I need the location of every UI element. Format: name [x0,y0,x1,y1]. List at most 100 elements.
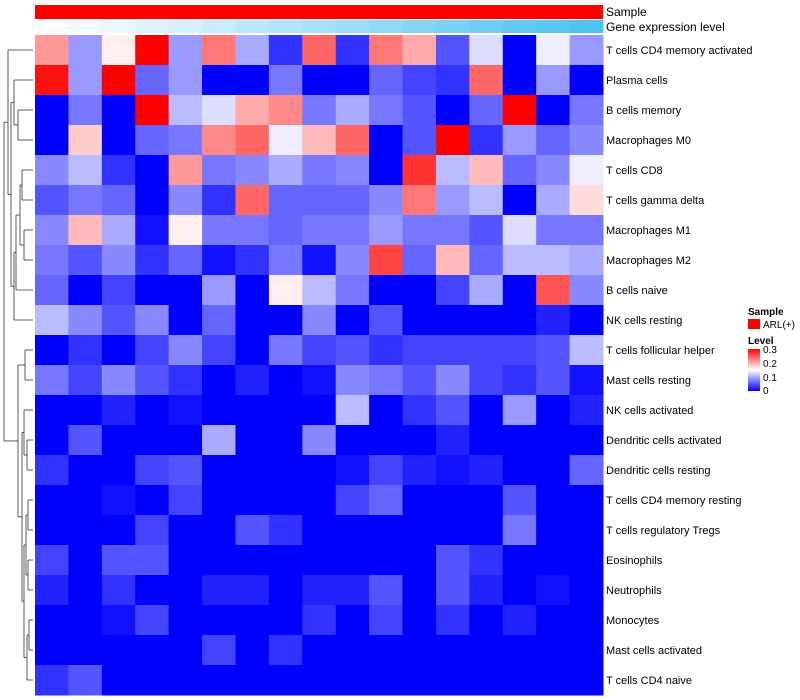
heatmap-cell [435,605,470,636]
heatmap-cell [235,365,270,396]
row-label: T cells CD4 memory activated [606,45,753,57]
row-label: T cells regulatory Tregs [606,525,721,537]
heatmap-cell [335,605,370,636]
heatmap-cell [235,125,270,156]
heatmap-cell [569,485,604,516]
heatmap-cell [168,485,203,516]
heatmap-cell [135,95,170,126]
heatmap-cell [268,335,303,366]
heatmap-cell [101,575,136,606]
heatmap-cell [68,455,103,486]
heatmap-cell [235,185,270,216]
heatmap-cell [235,155,270,186]
heatmap-cell [235,245,270,276]
heatmap-cell [35,275,69,306]
heatmap-cell [202,425,236,456]
heatmap-cell [168,605,203,636]
heatmap-cell [335,155,370,186]
heatmap-cell [235,545,270,576]
heatmap-cell [335,65,370,96]
heatmap-cell [35,35,69,66]
heatmap-cell [502,125,537,156]
heatmap-cell [135,455,170,486]
heatmap-cell [235,515,270,546]
heatmap-cell [135,635,170,666]
heatmap-cell [469,485,504,516]
heatmap-cell [369,665,404,696]
heatmap-cell [302,95,337,126]
heatmap-cell [469,305,504,336]
heatmap-cell [168,545,203,576]
heatmap-cell [536,275,571,306]
row-label: NK cells activated [606,405,693,417]
heatmap-cell [469,125,504,156]
heatmap-cell [402,245,437,276]
heatmap-cell [101,605,136,636]
heatmap-cell [202,485,236,516]
heatmap-cell [235,425,270,456]
expression-track-cell [135,20,170,33]
heatmap-cell [569,185,604,216]
heatmap-cell [435,65,470,96]
row-label: Neutrophils [606,585,662,597]
heatmap-cell [402,335,437,366]
heatmap-cell [502,425,537,456]
heatmap-cell [68,95,103,126]
sample-annotation-track [35,5,603,19]
heatmap-cell [402,215,437,246]
heatmap-cell [435,395,470,426]
heatmap-cell [335,395,370,426]
heatmap-cell [369,335,404,366]
heatmap-cell [235,65,270,96]
heatmap-cell [168,395,203,426]
heatmap-cell [302,65,337,96]
heatmap-cell [68,365,103,396]
expression-track-cell [168,20,203,33]
heatmap-cell [502,155,537,186]
heatmap-cell [135,155,170,186]
heatmap-cell [536,245,571,276]
heatmap-cell [202,305,236,336]
heatmap-cell [335,275,370,306]
heatmap-cell [268,215,303,246]
heatmap-cell [402,635,437,666]
heatmap-cell [168,575,203,606]
heatmap-cell [101,305,136,336]
heatmap-cell [369,65,404,96]
heatmap-cell [235,665,270,696]
heatmap-cell [435,305,470,336]
heatmap-cell [202,545,236,576]
heatmap-cell [68,275,103,306]
heatmap-cell [335,665,370,696]
heatmap-cell [235,35,270,66]
heatmap-cell [35,185,69,216]
heatmap-cell [101,125,136,156]
heatmap-cell [402,95,437,126]
heatmap-cell [302,365,337,396]
heatmap-cell [536,455,571,486]
heatmap-cell [369,605,404,636]
heatmap-cell [68,395,103,426]
heatmap-cell [202,35,236,66]
legend-title-level: Level [748,336,774,347]
heatmap-cell [569,125,604,156]
heatmap-cell [235,395,270,426]
heatmap-cell [302,515,337,546]
heatmap-cell [536,35,571,66]
heatmap-cell [402,515,437,546]
expression-track-cell [469,20,504,33]
heatmap-cell [202,665,236,696]
heatmap-cell [135,575,170,606]
heatmap-cell [369,515,404,546]
heatmap-cell [68,245,103,276]
heatmap-cell [469,365,504,396]
heatmap-cell [202,365,236,396]
heatmap-cell [101,335,136,366]
heatmap-cell [302,305,337,336]
heatmap-cell [135,485,170,516]
heatmap-cell [35,365,69,396]
heatmap-cell [302,35,337,66]
heatmap-cell [202,455,236,486]
heatmap-cell [369,485,404,516]
heatmap-cell [235,275,270,306]
